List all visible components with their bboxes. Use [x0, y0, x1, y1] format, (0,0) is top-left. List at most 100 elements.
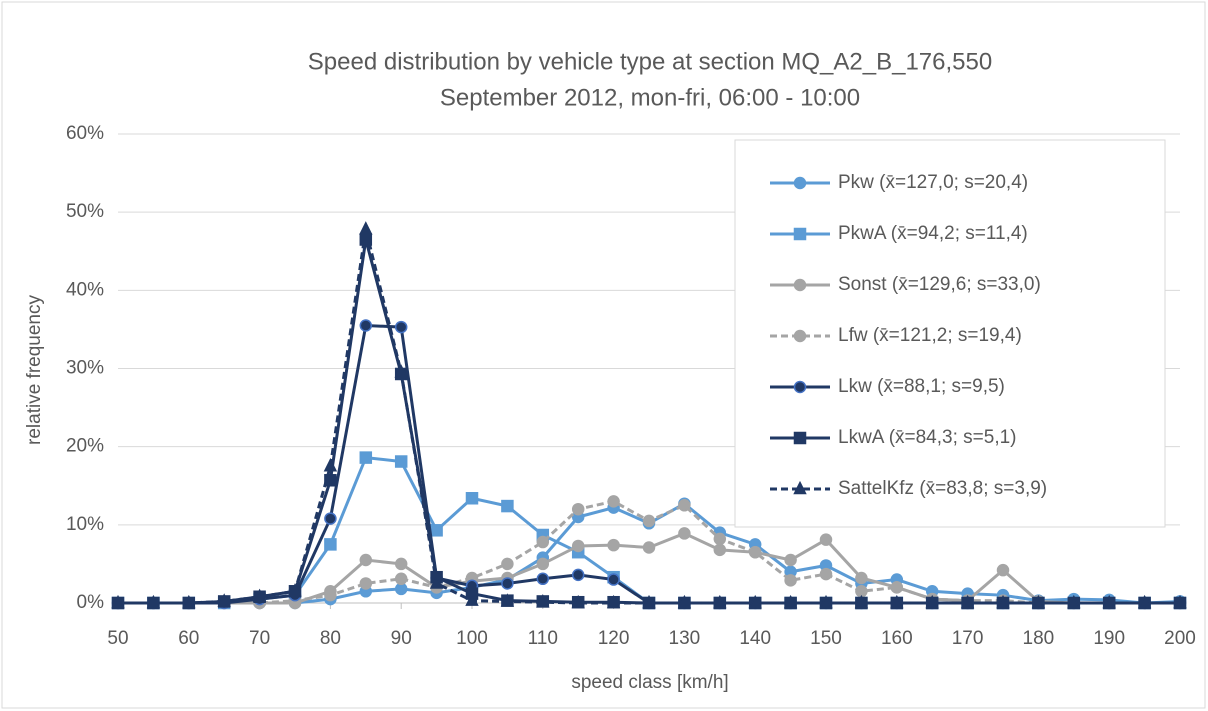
marker: [571, 539, 585, 553]
marker: [1137, 594, 1152, 609]
marker: [793, 380, 807, 394]
y-tick-label: 0%: [77, 592, 105, 613]
marker: [1173, 594, 1187, 609]
legend-label: LkwA (x̄=84,3; s=5,1): [838, 427, 1017, 448]
y-tick-label: 60%: [66, 123, 104, 144]
marker: [536, 594, 550, 608]
x-tick-label: 90: [391, 628, 412, 649]
legend-label: Pkw (x̄=127,0; s=20,4): [838, 172, 1028, 193]
marker: [784, 553, 797, 567]
marker: [642, 514, 656, 528]
marker: [1031, 594, 1046, 609]
chart-subtitle: September 2012, mon-fri, 06:00 - 10:00: [440, 84, 860, 111]
marker: [324, 512, 337, 525]
x-tick-label: 60: [178, 628, 199, 649]
marker: [324, 538, 337, 551]
legend-label: Lfw (x̄=121,2; s=19,4): [838, 325, 1022, 346]
x-tick-label: 80: [320, 628, 341, 649]
marker: [793, 227, 807, 241]
marker: [890, 581, 904, 594]
legend-label: Sonst (x̄=129,6; s=33,0): [838, 274, 1041, 295]
marker: [748, 594, 762, 609]
marker: [607, 573, 620, 586]
marker: [501, 577, 514, 590]
x-tick-label: 120: [598, 628, 630, 649]
marker: [394, 572, 408, 586]
marker: [607, 495, 620, 508]
marker: [642, 594, 656, 609]
marker: [571, 594, 585, 609]
marker: [465, 492, 479, 505]
legend-box: [734, 139, 1166, 528]
marker: [819, 567, 833, 581]
marker: [571, 568, 585, 582]
marker: [1067, 594, 1081, 609]
x-tick-label: 150: [810, 628, 842, 649]
x-tick-label: 180: [1023, 628, 1055, 649]
marker: [252, 588, 267, 602]
marker: [394, 364, 408, 378]
x-tick-label: 160: [881, 628, 913, 649]
x-tick-label: 200: [1164, 628, 1196, 649]
marker: [678, 527, 691, 540]
marker: [359, 577, 373, 590]
marker: [793, 480, 807, 495]
marker: [854, 594, 869, 609]
marker: [748, 545, 762, 559]
y-tick-label: 30%: [66, 358, 104, 379]
marker: [359, 451, 373, 464]
legend-label: SattelKfz (x̄=83,8; s=3,9): [838, 478, 1047, 499]
marker: [146, 594, 161, 609]
marker: [925, 594, 939, 609]
y-tick-label: 10%: [66, 514, 104, 535]
x-tick-label: 130: [669, 628, 701, 649]
marker: [288, 583, 302, 597]
y-tick-label: 40%: [66, 279, 104, 300]
marker: [394, 557, 408, 571]
marker: [607, 538, 620, 552]
marker: [996, 563, 1010, 577]
marker: [642, 541, 656, 554]
marker: [536, 557, 550, 571]
marker: [324, 588, 337, 602]
marker: [359, 553, 373, 567]
marker: [713, 532, 727, 546]
marker: [571, 502, 585, 516]
marker: [501, 499, 514, 513]
marker: [960, 594, 975, 609]
x-axis-label: speed class [km/h]: [571, 672, 728, 693]
chart-title: Speed distribution by vehicle type at se…: [308, 48, 992, 75]
y-tick-label: 20%: [66, 436, 104, 457]
x-tick-label: 140: [739, 628, 771, 649]
y-tick-label: 50%: [66, 201, 104, 222]
marker: [359, 221, 373, 235]
marker: [783, 594, 798, 609]
marker: [713, 594, 727, 609]
marker: [793, 176, 807, 190]
marker: [793, 431, 807, 445]
x-tick-label: 170: [952, 628, 984, 649]
legend-label: PkwA (x̄=94,2; s=11,4): [838, 223, 1028, 244]
marker: [394, 320, 408, 334]
marker: [1102, 594, 1116, 609]
y-axis-label: relative frequency: [24, 295, 45, 445]
marker: [536, 535, 550, 549]
marker: [606, 594, 621, 609]
marker: [677, 594, 692, 609]
marker: [713, 543, 727, 557]
x-tick-label: 110: [528, 628, 558, 649]
marker: [784, 574, 797, 587]
marker: [793, 278, 807, 292]
marker: [323, 458, 338, 472]
marker: [536, 572, 550, 586]
marker: [111, 594, 125, 609]
marker: [394, 582, 408, 596]
marker: [678, 499, 691, 512]
marker: [855, 571, 868, 585]
marker: [819, 533, 833, 546]
marker: [819, 594, 833, 609]
x-tick-label: 100: [456, 628, 488, 649]
marker: [793, 329, 807, 343]
marker: [890, 594, 904, 609]
